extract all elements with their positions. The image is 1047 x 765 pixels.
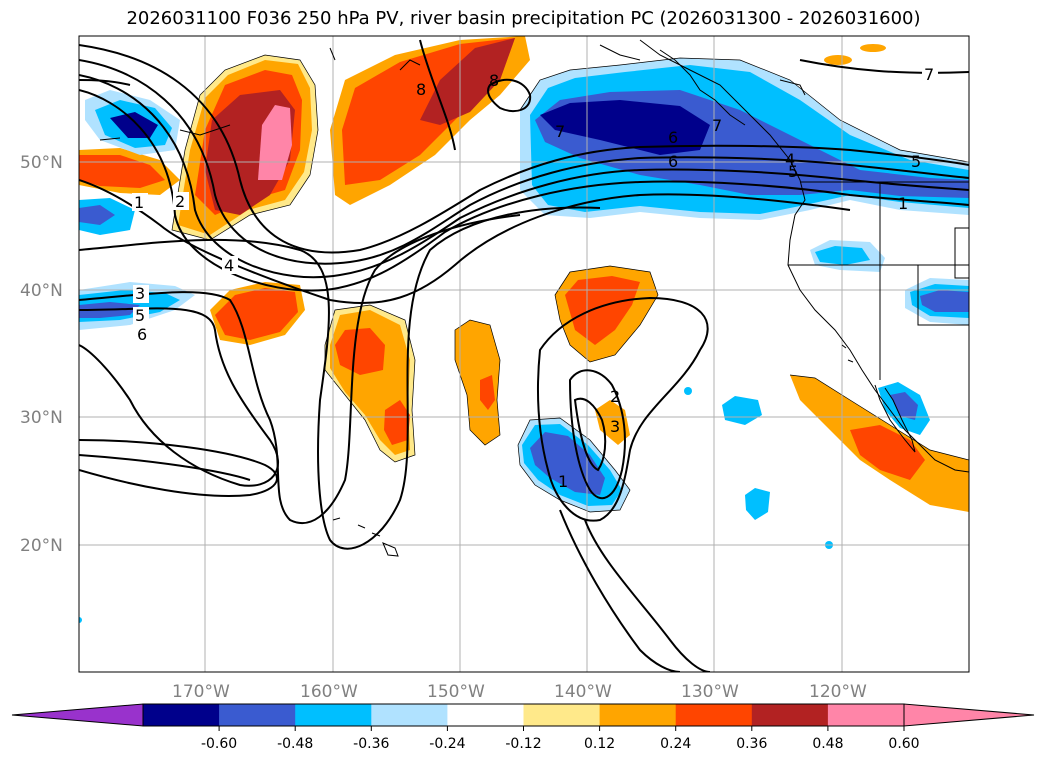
lon-label: 120°W — [809, 682, 867, 702]
colorbar-tick-label: 0.12 — [584, 736, 615, 752]
contour-label: 1 — [134, 193, 144, 212]
coastlines — [99, 39, 969, 557]
map-title: 2026031100 F036 250 hPa PV, river basin … — [126, 8, 921, 29]
contour-label: 4 — [785, 150, 795, 169]
colorbar-tick-label: 0.48 — [812, 736, 843, 752]
lon-label: 140°W — [554, 682, 612, 702]
contour-label: 2 — [610, 387, 620, 406]
colorbar-bin — [599, 704, 677, 726]
lon-axis: 170°W 160°W 150°W 140°W 130°W 120°W — [172, 682, 867, 702]
colorbar-tick-label: -0.36 — [353, 736, 389, 752]
map-content: 1 2 4 3 5 6 7 8 6 6 8 7 5 4 1 1 2 3 7 5 — [79, 36, 969, 672]
precip-negative-shading — [79, 58, 969, 623]
colorbar-tick-label: 0.24 — [660, 736, 691, 752]
lon-label: 130°W — [681, 682, 739, 702]
colorbar-tick-label: -0.60 — [201, 736, 237, 752]
lon-label: 150°W — [427, 682, 485, 702]
map-frame — [78, 35, 970, 673]
contour-label: 2 — [175, 192, 185, 211]
colorbar-over-extension — [903, 703, 1035, 727]
contour-label: 7 — [555, 122, 565, 141]
contour-label: 8 — [489, 71, 499, 90]
contour-label: 7 — [924, 65, 934, 84]
contour-label: 1 — [558, 472, 568, 491]
precip-positive-shading — [79, 36, 969, 512]
contour-label: 6 — [668, 128, 678, 147]
lat-label: 20°N — [20, 536, 63, 556]
colorbar-bin — [523, 704, 601, 726]
colorbar-bin — [219, 704, 296, 726]
colorbar-bin — [827, 704, 905, 726]
colorbar-under-extension — [11, 703, 144, 727]
colorbar-tick-label: -0.24 — [429, 736, 465, 752]
colorbar-tick-label: -0.12 — [505, 736, 541, 752]
contour-label: 7 — [712, 116, 722, 135]
contour-label: 3 — [610, 417, 620, 436]
colorbar-bin — [295, 704, 372, 726]
lat-label: 50°N — [20, 153, 63, 173]
lat-axis: 50°N 40°N 30°N 20°N — [20, 153, 63, 556]
lat-label: 40°N — [20, 281, 63, 301]
contour-label: 1 — [898, 194, 908, 213]
lat-label: 30°N — [20, 408, 63, 428]
pv-contours — [79, 39, 969, 672]
contour-label: 6 — [668, 152, 678, 171]
lon-label: 170°W — [172, 682, 230, 702]
contour-label: 5 — [911, 152, 921, 171]
contour-label: 5 — [788, 162, 798, 181]
colorbar-bin — [371, 704, 448, 726]
shading-outlines — [171, 54, 969, 513]
contour-label: 6 — [137, 325, 147, 344]
colorbar: -0.60 -0.48 -0.36 -0.24 -0.12 0.12 0.24 0.36 0.4… — [11, 703, 1035, 752]
contour-label: 8 — [416, 80, 426, 99]
colorbar-tick-label: 0.36 — [736, 736, 767, 752]
colorbar-bin — [751, 704, 829, 726]
colorbar-bin — [447, 704, 524, 726]
colorbar-tick-label: -0.48 — [277, 736, 313, 752]
contour-label: 5 — [135, 306, 145, 325]
colorbar-bin — [675, 704, 753, 726]
colorbar-bin — [143, 704, 220, 726]
contour-label: 4 — [224, 256, 234, 275]
lon-label: 160°W — [300, 682, 358, 702]
contour-label: 3 — [135, 284, 145, 303]
contour-labels: 1 2 4 3 5 6 7 8 6 6 8 7 5 4 1 1 2 3 7 5 — [132, 64, 938, 491]
colorbar-tick-label: 0.60 — [888, 736, 919, 752]
